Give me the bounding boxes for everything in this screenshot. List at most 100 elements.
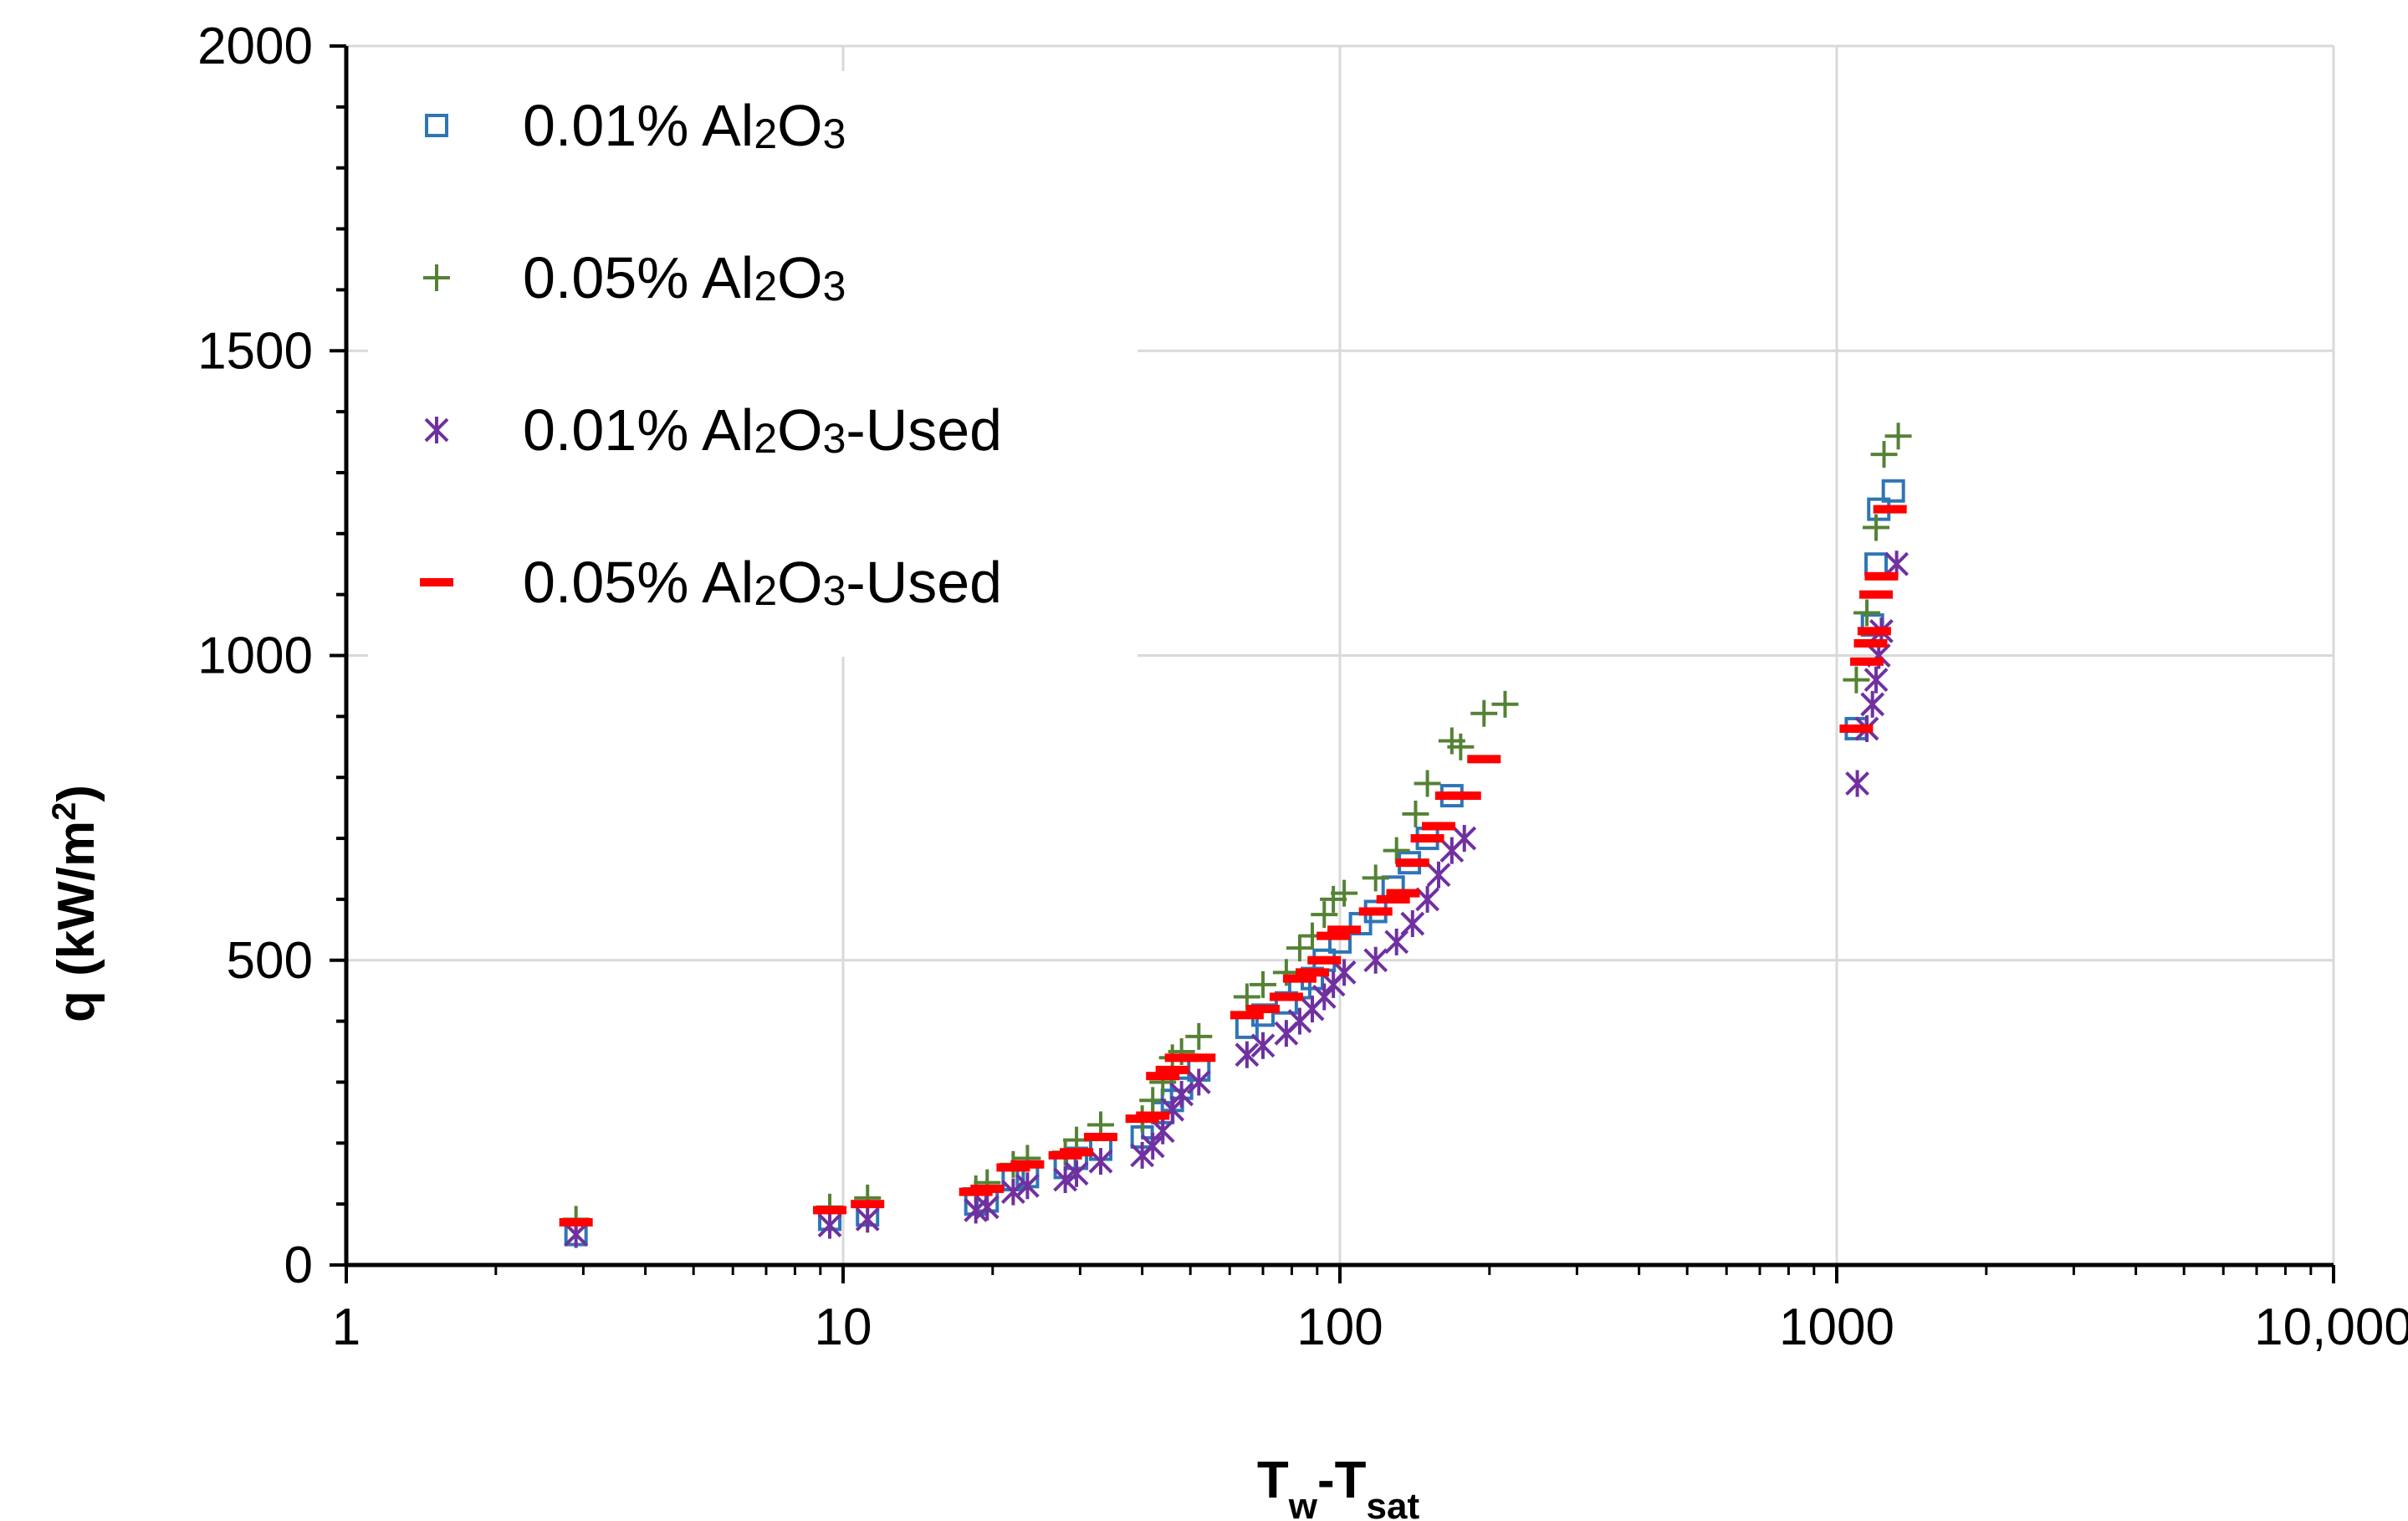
dash-marker	[1467, 755, 1501, 764]
data-point	[1000, 1178, 1025, 1206]
data-point	[1316, 931, 1351, 940]
legend-background	[368, 71, 1138, 657]
dash-marker	[813, 1206, 847, 1215]
data-point	[855, 1206, 880, 1233]
data-point	[1358, 907, 1393, 916]
data-point	[1286, 935, 1313, 962]
data-point	[1269, 992, 1303, 1001]
y-tick-label: 2000	[197, 18, 313, 75]
data-point	[1402, 800, 1429, 827]
dash-marker	[1245, 1005, 1280, 1014]
data-point	[1363, 946, 1388, 974]
data-point	[1415, 885, 1440, 913]
square-marker	[1881, 479, 1905, 503]
legend-label-3: 0.01% Al2O3-Used	[523, 397, 1002, 463]
dash-marker	[1853, 638, 1888, 648]
square-marker	[425, 114, 448, 137]
data-point	[1186, 1068, 1211, 1096]
dash-marker	[1376, 894, 1410, 904]
axes: 0 500 1000 1500 2000 1 10 100 1000 10,000	[197, 18, 2408, 1356]
data-point	[1491, 690, 1519, 718]
data-point	[559, 1218, 593, 1227]
data-point	[1083, 1133, 1117, 1142]
series-3	[564, 551, 1910, 1248]
dash-marker	[851, 1200, 885, 1209]
data-point	[1843, 666, 1870, 694]
data-point	[1859, 590, 1894, 599]
data-point	[970, 1184, 1005, 1193]
y-tick-label: 500	[227, 932, 313, 990]
dash-marker	[1839, 724, 1874, 733]
data-point	[1245, 1005, 1280, 1014]
y-tick-label: 1000	[197, 627, 313, 685]
data-point	[1839, 724, 1874, 733]
data-points	[559, 422, 1912, 1248]
data-point	[1010, 1160, 1045, 1169]
dash-marker	[1155, 1065, 1189, 1074]
data-point	[1169, 1081, 1194, 1109]
data-point	[1452, 825, 1477, 853]
dash-marker	[1857, 627, 1891, 636]
data-point	[1414, 770, 1441, 797]
dash-marker	[1395, 858, 1429, 868]
dash-marker	[1010, 1160, 1045, 1169]
x-axis-title: Tw-Tsat	[1257, 1452, 1420, 1521]
dash-marker	[1316, 931, 1351, 940]
data-point	[1185, 1022, 1213, 1050]
legend-label-2: 0.05% Al2O3	[523, 245, 846, 310]
legend-marker-1	[425, 114, 448, 137]
legend-marker-2	[423, 264, 450, 291]
dash-marker	[1864, 571, 1899, 581]
x-tick-label: 1000	[1779, 1298, 1894, 1356]
data-point	[1447, 791, 1481, 801]
data-point	[1282, 974, 1316, 983]
data-point	[1386, 889, 1420, 898]
data-point	[1426, 861, 1451, 889]
data-point	[1467, 755, 1501, 764]
data-point	[1853, 638, 1888, 648]
data-point	[1064, 1160, 1089, 1187]
data-point	[1311, 901, 1338, 929]
data-point	[1422, 822, 1456, 831]
dash-marker	[1083, 1133, 1117, 1142]
data-point	[1320, 885, 1347, 913]
y-tick-label: 0	[284, 1237, 313, 1294]
dash-marker	[970, 1184, 1005, 1193]
legend: 0.01% Al2O3 0.05% Al2O3 0.01% Al2O3-Used 0.…	[368, 71, 1138, 657]
data-point	[1410, 834, 1444, 843]
dash-marker	[1282, 974, 1316, 983]
data-point	[813, 1206, 847, 1215]
data-point	[1296, 968, 1330, 977]
dash-marker	[1358, 907, 1393, 916]
data-point	[1332, 959, 1357, 986]
data-point	[1182, 1053, 1216, 1063]
data-point	[1845, 770, 1870, 797]
dash-marker	[1136, 1111, 1170, 1120]
dash-marker	[1410, 834, 1444, 843]
data-point	[1250, 1032, 1276, 1059]
dash-marker	[1447, 791, 1481, 801]
data-point	[1863, 514, 1890, 541]
dash-marker	[1060, 1148, 1094, 1157]
data-point	[1376, 894, 1410, 904]
data-point	[1850, 657, 1884, 666]
data-point	[1864, 571, 1899, 581]
data-point	[1400, 910, 1425, 938]
data-point	[1327, 925, 1362, 935]
data-point	[1053, 1166, 1078, 1194]
dash-marker	[1164, 1053, 1199, 1063]
data-point	[817, 1211, 842, 1239]
legend-marker-4	[420, 578, 453, 586]
y-axis-title: q (kW/m2)	[46, 785, 105, 1022]
x-tick-label: 1	[332, 1298, 360, 1356]
data-point	[974, 1193, 999, 1221]
dash-marker	[1307, 955, 1342, 965]
data-point	[1146, 1072, 1180, 1081]
data-point	[1235, 1041, 1260, 1068]
data-point	[1447, 733, 1475, 760]
data-point	[1470, 699, 1498, 727]
data-point	[1864, 666, 1889, 694]
data-point	[1015, 1172, 1040, 1200]
